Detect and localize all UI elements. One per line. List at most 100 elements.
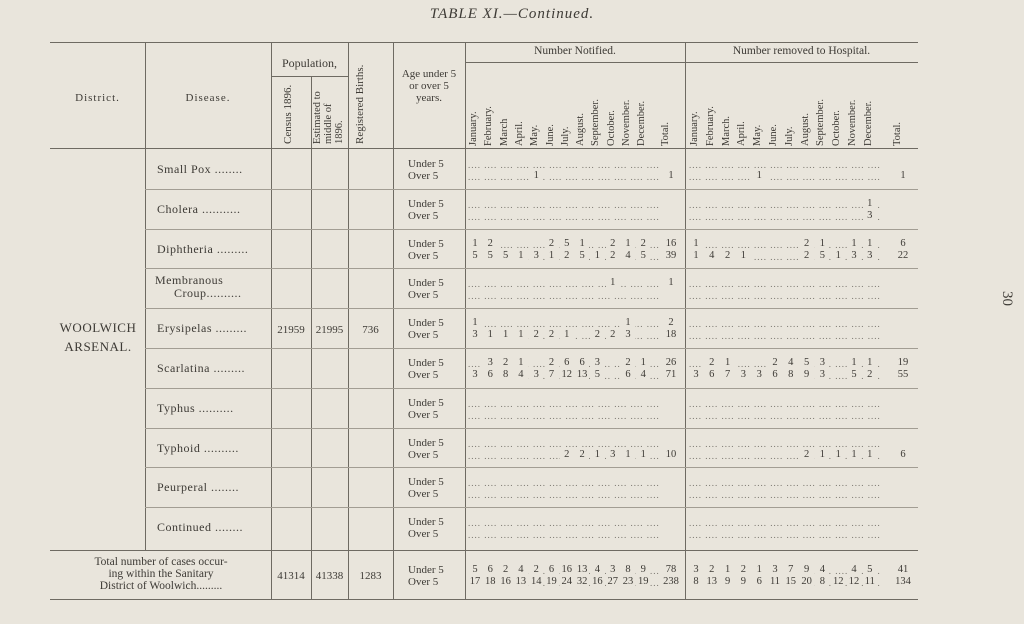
notified-value: 16 (660, 237, 682, 249)
notified-value: 27 (605, 576, 620, 587)
removed-month-header: October. (831, 110, 843, 146)
notified-value: 3 (621, 329, 635, 341)
removed-value: 1 (689, 249, 703, 261)
notified-value: 5 (498, 249, 513, 261)
removed-value: 1 (892, 170, 914, 181)
age-under: Under 5 (408, 317, 444, 330)
notified-value: 2 (621, 357, 635, 368)
removed-value: 1 (847, 237, 861, 249)
removed-month-header: March. (720, 115, 732, 146)
notified-value: 16 (498, 576, 513, 587)
notified-value: 9 (636, 564, 651, 575)
notified-value: 71 (660, 369, 682, 380)
removed-month-header: April. (736, 121, 748, 146)
disease-name: Diphtheria ......... (157, 241, 249, 256)
removed-value: 6 (704, 369, 719, 380)
disease-name: Typhoid .......... (157, 440, 239, 455)
disease-name: Typhus .......... (157, 400, 234, 415)
age-under: Under 5 (408, 237, 444, 250)
age-over: Over 5 (408, 249, 439, 262)
total-top-rule (50, 550, 918, 551)
removed-value: 13 (704, 576, 719, 587)
age-over: Over 5 (408, 329, 439, 342)
placeholder-dots: .... .... .... .... .... .... .... .... … (468, 160, 660, 170)
notified-value: 32 (575, 576, 590, 587)
notified-value: 12 (559, 369, 574, 380)
removed-value: 8 (815, 576, 830, 587)
placeholder-dots: .... .... .... .... .... .... .... .... … (468, 398, 660, 409)
placeholder-dots: .... .... .... .... .... .... .... .... … (468, 199, 660, 210)
notified-month-header: June. (544, 124, 556, 146)
removed-value: 2 (736, 564, 751, 575)
notified-month-header: January. (468, 111, 479, 146)
notified-value: 13 (575, 564, 590, 575)
placeholder-dots: .... .... .... .... .... .... .... .... … (689, 160, 881, 170)
placeholder-dots: .... .... .... .... .... .... .... .... … (689, 398, 881, 409)
row-separator (145, 387, 918, 389)
row-separator (145, 268, 918, 270)
placeholder-dots: .... .... .... .... .... .... .... .... … (468, 211, 660, 222)
removed-value: 134 (892, 576, 914, 587)
removed-value: 1 (752, 564, 767, 575)
placeholder-dots: .... .... .... .... .... .... .... .... … (689, 478, 881, 489)
notified-month-header: Total. (660, 121, 671, 146)
age-under: Under 5 (408, 357, 444, 369)
removed-value: 41 (892, 564, 914, 575)
notified-month-header: September. (590, 99, 602, 146)
notified-month-header: April. (513, 121, 525, 146)
placeholder-dots: .... .... .... .... .... .... .... .... … (468, 490, 660, 501)
removed-value: 1 (736, 249, 751, 261)
notified-value: 2 (636, 237, 651, 249)
total-age-under: Under 5 (408, 564, 444, 576)
total-births: 1283 (359, 570, 382, 582)
age-under: Under 5 (408, 516, 444, 529)
removed-value: 4 (847, 564, 861, 575)
removed-month-header: September. (815, 99, 827, 146)
notified-value: 238 (660, 576, 682, 587)
age-over: Over 5 (408, 369, 439, 381)
removed-value: 3 (862, 249, 877, 261)
removed-value: 4 (815, 564, 830, 575)
notified-month-header: July. (559, 126, 571, 146)
notified-value: 4 (513, 369, 528, 380)
removed-value: 3 (768, 564, 782, 575)
placeholder-dots: .... .... .... .... .... .... .... .... … (468, 518, 660, 529)
col-rule (145, 42, 146, 550)
removed-value: 4 (704, 249, 719, 261)
removed-value: 20 (799, 576, 814, 587)
disease-header: Disease. (185, 92, 231, 104)
notified-value: 1 (575, 237, 590, 249)
removed-value: 6 (752, 576, 767, 587)
removed-value: 2 (720, 249, 735, 261)
notified-value: 1 (621, 317, 635, 329)
removed-value: 22 (892, 249, 914, 261)
removed-value: 1 (815, 448, 830, 460)
notified-month-header: May. (529, 124, 541, 146)
placeholder-dots: .... .... .... .... .... .... .... .... … (689, 518, 881, 529)
col-rule (685, 42, 686, 599)
notified-value: 3 (590, 357, 605, 368)
total-estimated: 41338 (315, 570, 344, 582)
district-name: WOOLWICH ARSENAL. (52, 318, 144, 356)
age-over: Over 5 (408, 170, 439, 182)
row-separator (145, 188, 918, 190)
notified-value: 14 (529, 576, 544, 587)
notified-value: 19 (544, 576, 559, 587)
removed-value: 3 (847, 249, 861, 261)
notified-month-header: October. (605, 110, 617, 146)
removed-value: 8 (689, 576, 703, 587)
placeholder-dots: .... .... .... .... .... .... .... .... … (689, 490, 881, 501)
notified-value: 3 (605, 448, 620, 460)
row-separator (145, 427, 918, 429)
removed-month-header: January. (689, 111, 700, 146)
placeholder-dots: .... .... .... .... .... .... .... .... … (689, 199, 881, 210)
notified-value: 13 (513, 576, 528, 587)
notified-value: 1 (605, 277, 620, 289)
notified-value: 1 (636, 448, 651, 460)
total-label-line1: Total number of cases occur- (94, 556, 228, 568)
notified-value: 16 (590, 576, 605, 587)
notified-value: 18 (660, 329, 682, 341)
placeholder-dots: .... .... .... .... .... .... .... .... … (689, 239, 881, 250)
notified-month-header: March (498, 118, 510, 146)
removed-value: 1 (862, 448, 877, 460)
